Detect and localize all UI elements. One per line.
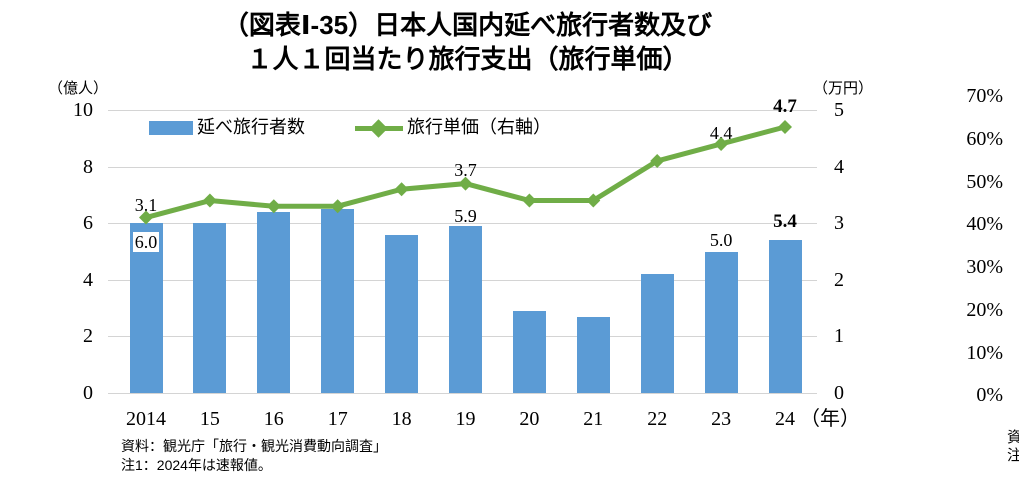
clipped-edge-text: 資 注 <box>1007 429 1019 469</box>
percent-axis-tick: 10% <box>966 341 1003 364</box>
line-value-label: 3.7 <box>454 159 477 180</box>
left-axis-unit-label: （億人） <box>47 81 108 97</box>
x-axis-tick: 19 <box>455 408 476 430</box>
gridline <box>108 223 817 225</box>
travel-count-bar <box>321 209 355 393</box>
percent-axis-tick: 40% <box>966 213 1003 236</box>
right-axis-unit-label: （万円） <box>813 81 874 97</box>
legend-line-marker-icon <box>369 119 388 138</box>
chart-title-line1: （図表Ⅰ-35）日本人国内延べ旅行者数及び <box>222 10 713 40</box>
right-axis-tick: 5 <box>834 99 844 121</box>
adjacent-chart-percent-axis: 70% 60% 50% 40% 30% 20% 10% 0% <box>938 0 1003 488</box>
percent-axis-tick: 60% <box>966 127 1003 150</box>
bar-value-label: 5.4 <box>773 211 797 233</box>
x-axis-tick: 17 <box>327 408 348 430</box>
bar-value-label-text: 6.0 <box>132 232 160 253</box>
percent-axis-tick: 70% <box>966 85 1003 107</box>
line-marker-diamond-icon <box>522 193 537 208</box>
travel-count-bar <box>640 274 674 393</box>
right-axis-tick: 1 <box>834 325 844 348</box>
travel-count-bar <box>512 310 546 393</box>
x-axis-tick: 23 <box>711 408 732 430</box>
x-axis-tick: 22 <box>647 408 668 430</box>
bar-value-label: 6.0 <box>120 232 172 253</box>
source-note: 資料：観光庁「旅行・観光消費動向調査」 <box>121 438 387 454</box>
legend-bar-swatch <box>149 121 193 135</box>
legend-line-label: 旅行単価（右軸） <box>407 117 551 137</box>
travel-count-bar <box>768 240 802 393</box>
line-value-label: 3.1 <box>134 194 158 215</box>
chart-title-line2: １人１回当たり旅行支出（旅行単価） <box>246 44 689 74</box>
right-axis-tick: 2 <box>834 268 844 291</box>
left-axis-tick: 2 <box>83 325 93 348</box>
line-value-label: 4.4 <box>709 122 733 143</box>
travel-count-bar <box>449 226 482 393</box>
x-axis-unit-label: （年） <box>800 408 860 430</box>
remark-note: 注1：2024年は速報値。 <box>121 457 272 473</box>
gridline <box>108 110 817 111</box>
clipped-edge-glyph-1: 資 <box>1007 429 1019 446</box>
right-axis-tick: 4 <box>834 155 844 178</box>
travel-count-bar <box>385 234 419 393</box>
left-axis-tick: 6 <box>83 212 93 235</box>
x-axis-tick: 21 <box>583 408 604 430</box>
left-axis-tick: 8 <box>83 155 93 178</box>
x-axis-tick: 2014 <box>126 408 166 430</box>
travel-count-bar <box>257 211 291 393</box>
percent-axis-tick: 50% <box>966 170 1003 193</box>
travel-count-bar <box>193 223 227 393</box>
gridline <box>108 393 817 394</box>
line-value-label: 4.7 <box>773 95 797 117</box>
travel-count-bar <box>704 251 738 393</box>
line-marker-diamond-icon <box>202 193 217 208</box>
left-axis-tick: 0 <box>83 382 93 404</box>
left-axis-tick: 4 <box>83 268 93 291</box>
legend: 延べ旅行者数 旅行単価（右軸） <box>149 114 579 142</box>
x-axis-tick: 24 <box>775 408 795 430</box>
bar-value-label: 5.9 <box>454 206 477 227</box>
bar-value-label: 5.0 <box>709 229 733 250</box>
x-axis-tick: 20 <box>519 408 540 430</box>
left-axis-tick: 10 <box>73 99 93 121</box>
line-marker-diamond-icon <box>778 119 792 134</box>
line-marker-diamond-icon <box>586 193 601 208</box>
travel-count-bar <box>576 316 610 393</box>
percent-axis-tick: 30% <box>966 256 1003 278</box>
x-axis-tick: 15 <box>199 408 220 430</box>
x-axis-tick: 16 <box>263 408 284 430</box>
right-axis-tick: 3 <box>834 212 844 235</box>
legend-bar-label: 延べ旅行者数 <box>197 117 305 137</box>
line-marker-diamond-icon <box>394 182 409 197</box>
clipped-edge-glyph-2: 注 <box>1007 447 1019 464</box>
percent-axis-tick: 20% <box>966 298 1003 321</box>
percent-axis-tick: 0% <box>976 384 1003 407</box>
right-axis-tick: 0 <box>834 382 844 404</box>
x-axis-tick: 18 <box>391 408 412 430</box>
